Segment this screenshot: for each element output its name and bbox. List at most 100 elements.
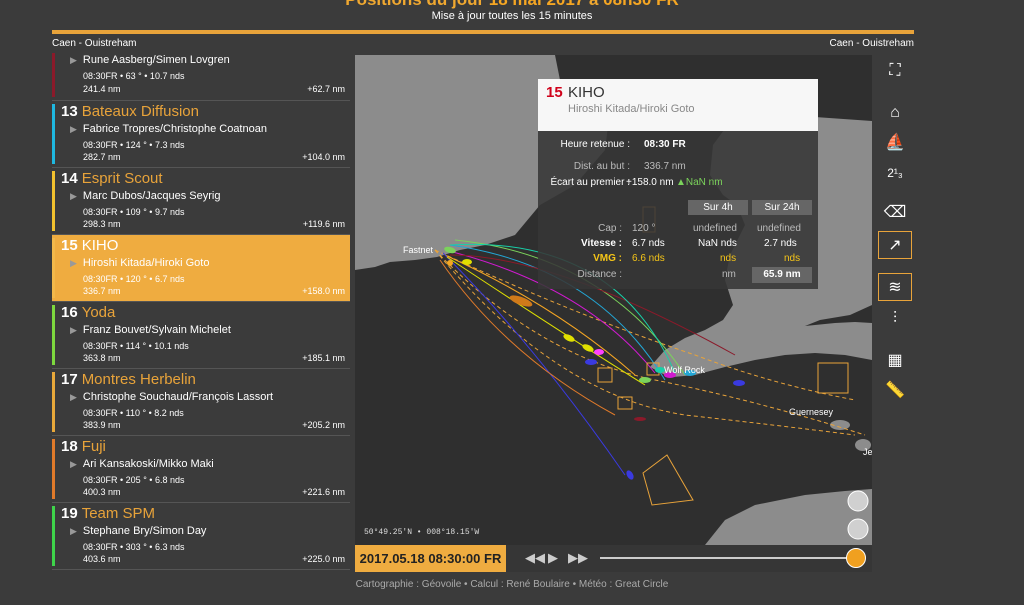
vitesse-label: Vitesse : [581, 238, 622, 249]
vitesse-4h: NaN nds [698, 238, 737, 249]
eraser-icon[interactable]: ⌫ [883, 204, 907, 221]
expand-arrow-icon[interactable]: ▶ [70, 124, 77, 134]
timeline-controls: 2017.05.18 08:30:00 FR ◀◀ ▶ ▶▶ [355, 545, 872, 572]
crew-names: ▶ Marc Dubos/Jacques Seyrig [70, 190, 220, 202]
boat-detail-popup[interactable]: 15 KIHO Hiroshi Kitada/Hiroki Goto Heure… [538, 79, 818, 289]
grid-icon[interactable]: ▦ [887, 352, 903, 369]
leaderboard-entry[interactable]: 18 Fuji ▶ Ari Kansakoski/Mikko Maki 08:30FR … [52, 436, 350, 503]
expand-arrow-icon[interactable]: ▶ [70, 191, 77, 201]
popup-body: Heure retenue : 08:30 FR Dist. au but : … [538, 131, 818, 289]
boat-distance: 336.7 nm [83, 286, 121, 296]
step-back-icon[interactable]: ◀◀ [525, 550, 545, 565]
leaderboard-entry[interactable]: 19 Team SPM ▶ Stephane Bry/Simon Day 08:30FR… [52, 503, 350, 570]
vitesse-now: 6.7 nds [632, 238, 665, 249]
boat-rank: 13 [61, 103, 78, 120]
page-title: Positions du jour 18 mai 2017 à 08h30 FR [0, 0, 1024, 10]
route-end-label: Caen - Ouistreham [829, 38, 914, 49]
wolf-rock-label: Wolf Rock [664, 365, 705, 375]
expand-arrow-icon[interactable]: ▶ [70, 526, 77, 536]
crew-text: Fabrice Tropres/Christophe Coatnoan [82, 123, 267, 135]
title-at: à [584, 0, 603, 9]
play-icon[interactable]: ▶ [548, 550, 558, 565]
expand-arrow-icon[interactable]: ▶ [70, 55, 77, 65]
home-icon[interactable]: ⌂ [890, 104, 900, 121]
cap-4h: undefined [693, 223, 737, 234]
title-date: 18 mai 2017 [489, 0, 584, 9]
popup-rank: 15 [546, 84, 563, 101]
crew-text: Christophe Souchaud/François Lassort [82, 391, 274, 403]
jersey-island [855, 439, 871, 451]
boat-distance: 383.9 nm [83, 420, 121, 430]
boat-name: Bateaux Diffusion [81, 103, 199, 120]
boat-info: 08:30FR • 124 ° • 7.3 nds [83, 140, 185, 150]
boat-info: 08:30FR • 120 ° • 6.7 nds [83, 274, 185, 284]
leaderboard-entry[interactable]: 14 Esprit Scout ▶ Marc Dubos/Jacques Seyrig… [52, 168, 350, 235]
step-forward-icon[interactable]: ▶▶ [568, 550, 588, 565]
map-corner-buttons [847, 490, 869, 540]
timeline-slider-track[interactable] [600, 557, 855, 559]
boat-name: Fuji [81, 438, 106, 455]
expand-arrow-icon[interactable]: ▶ [70, 392, 77, 402]
footer-credits: Cartographie : Géovoile • Calcul : René … [355, 579, 669, 590]
expand-arrow-icon[interactable]: ▶ [70, 258, 77, 268]
boat-name: Yoda [81, 304, 116, 321]
boat-info: 08:30FR • 114 ° • 10.1 nds [83, 341, 189, 351]
crew-text: Marc Dubos/Jacques Seyrig [82, 190, 221, 202]
expand-arrow-icon[interactable]: ▶ [70, 325, 77, 335]
expand-arrow-icon[interactable]: ▶ [70, 459, 77, 469]
current-datetime: 2017.05.18 08:30:00 FR [355, 545, 506, 572]
boat-gap: +104.0 nm [302, 152, 345, 162]
crew-names: ▶ Ari Kansakoski/Mikko Maki [70, 458, 214, 470]
route-start-label: Caen - Ouistreham [52, 38, 137, 49]
boat-distance: 282.7 nm [83, 152, 121, 162]
crew-names: ▶ Rune Aasberg/Simen Lovgren [70, 54, 230, 66]
boat-rank: 18 [61, 438, 78, 455]
leaderboard-entry[interactable]: 15 KIHO ▶ Hiroshi Kitada/Hiroki Goto 08:30FR… [52, 235, 350, 302]
boat-rank: 17 [61, 371, 78, 388]
crew-text: Hiroshi Kitada/Hiroki Goto [82, 257, 210, 269]
boat-rank: 16 [61, 304, 78, 321]
leaderboard-entry[interactable]: ▶ Rune Aasberg/Simen Lovgren 08:30FR • 63… [52, 50, 350, 101]
col-4h-header: Sur 4h [688, 200, 748, 215]
cap-24h: undefined [757, 223, 801, 234]
ruler-icon[interactable]: 📏 [885, 382, 905, 399]
leaderboard-entry[interactable]: 16 Yoda ▶ Franz Bouvet/Sylvain Michelet 08:3… [52, 302, 350, 369]
boat-info: 08:30FR • 303 ° • 6.3 nds [83, 542, 185, 552]
boat-rank: 15 [61, 237, 78, 254]
crew-text: Franz Bouvet/Sylvain Michelet [82, 324, 231, 336]
fullscreen-icon[interactable]: ⛶ [889, 62, 901, 79]
timeline-slider-handle[interactable] [846, 548, 866, 568]
guernesey-label: Guernesey [789, 407, 834, 417]
boat-gap: +119.6 nm [302, 219, 345, 229]
wind-barbs-icon[interactable]: ⫶ [892, 310, 897, 327]
boat-gap: +205.2 nm [302, 420, 345, 430]
crew-names: ▶ Fabrice Tropres/Christophe Coatnoan [70, 123, 267, 135]
boat-color-stripe [52, 238, 55, 298]
crew-names: ▶ Hiroshi Kitada/Hiroki Goto [70, 257, 209, 269]
title-time: 08h30 FR [603, 0, 679, 9]
track-icon[interactable]: ↗ [878, 231, 912, 259]
boat-distance: 241.4 nm [83, 84, 121, 94]
leaderboard-entry[interactable]: 13 Bateaux Diffusion ▶ Fabrice Tropres/Chri… [52, 101, 350, 168]
ranking-icon[interactable]: 2¹₃ [887, 166, 903, 180]
race-progress-fill [52, 30, 914, 34]
update-subtitle: Mise à jour toutes les 15 minutes [431, 10, 593, 22]
boat-color-stripe [52, 104, 55, 164]
route-lines [434, 249, 866, 436]
boat-color-stripe [52, 439, 55, 499]
race-progress-endcap [900, 30, 914, 34]
sailboat-icon[interactable]: ⛵ [885, 134, 905, 151]
fastnet-label: Fastnet [403, 245, 434, 255]
leaderboard-entry[interactable]: 17 Montres Herbelin ▶ Christophe Souchaud/F… [52, 369, 350, 436]
boat-title: 17 Montres Herbelin [61, 371, 196, 388]
boat-gap: +62.7 nm [307, 84, 345, 94]
boat-title: 14 Esprit Scout [61, 170, 163, 187]
boat-title: 19 Team SPM [61, 505, 155, 522]
wind-icon[interactable]: ≋ [878, 273, 912, 301]
boat-markers [444, 246, 745, 480]
vmg-now: 6.6 nds [632, 253, 665, 264]
leaderboard-list[interactable]: ▶ Rune Aasberg/Simen Lovgren 08:30FR • 63… [52, 50, 350, 570]
boat-title: 15 KIHO [61, 237, 118, 254]
popup-crew: Hiroshi Kitada/Hiroki Goto [568, 103, 695, 115]
cap-label: Cap : [598, 223, 622, 234]
